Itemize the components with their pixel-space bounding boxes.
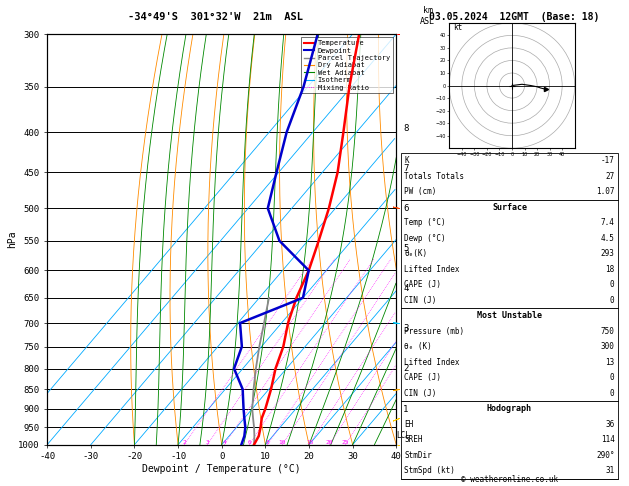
Text: SREH: SREH bbox=[404, 435, 423, 444]
Text: 300: 300 bbox=[601, 343, 615, 351]
Text: 6: 6 bbox=[403, 204, 409, 213]
Text: 114: 114 bbox=[601, 435, 615, 444]
Text: km
ASL: km ASL bbox=[420, 6, 435, 26]
Text: 27: 27 bbox=[605, 172, 615, 181]
Text: Dewp (°C): Dewp (°C) bbox=[404, 234, 446, 243]
Text: CIN (J): CIN (J) bbox=[404, 296, 437, 305]
Text: 3: 3 bbox=[206, 440, 209, 445]
Text: 13: 13 bbox=[605, 358, 615, 367]
Text: CIN (J): CIN (J) bbox=[404, 389, 437, 398]
Text: 750: 750 bbox=[601, 327, 615, 336]
Text: StmSpd (kt): StmSpd (kt) bbox=[404, 467, 455, 475]
Text: 4.5: 4.5 bbox=[601, 234, 615, 243]
Text: 8: 8 bbox=[403, 123, 409, 133]
Text: LCL: LCL bbox=[396, 431, 410, 439]
Legend: Temperature, Dewpoint, Parcel Trajectory, Dry Adiabat, Wet Adiabat, Isotherm, Mi: Temperature, Dewpoint, Parcel Trajectory… bbox=[301, 37, 392, 93]
Text: 15: 15 bbox=[306, 440, 313, 445]
Text: θₑ(K): θₑ(K) bbox=[404, 249, 428, 259]
Text: Totals Totals: Totals Totals bbox=[404, 172, 465, 181]
Text: Pressure (mb): Pressure (mb) bbox=[404, 327, 465, 336]
Text: -17: -17 bbox=[601, 156, 615, 165]
Text: hPa: hPa bbox=[8, 230, 17, 248]
Text: EH: EH bbox=[404, 420, 414, 429]
Text: 0: 0 bbox=[610, 389, 615, 398]
Text: CAPE (J): CAPE (J) bbox=[404, 373, 442, 382]
Text: Lifted Index: Lifted Index bbox=[404, 358, 460, 367]
Text: 7: 7 bbox=[403, 164, 409, 173]
Text: © weatheronline.co.uk: © weatheronline.co.uk bbox=[461, 474, 558, 484]
Text: -34°49'S  301°32'W  21m  ASL: -34°49'S 301°32'W 21m ASL bbox=[128, 12, 303, 22]
Text: 4: 4 bbox=[223, 440, 226, 445]
Text: 5: 5 bbox=[403, 244, 409, 253]
Text: 1.07: 1.07 bbox=[596, 188, 615, 196]
Text: 10: 10 bbox=[279, 440, 286, 445]
Text: K: K bbox=[404, 156, 409, 165]
Text: 4: 4 bbox=[403, 284, 409, 293]
Text: 36: 36 bbox=[605, 420, 615, 429]
Text: 31: 31 bbox=[605, 467, 615, 475]
Text: 8: 8 bbox=[265, 440, 269, 445]
Text: Lifted Index: Lifted Index bbox=[404, 265, 460, 274]
Text: PW (cm): PW (cm) bbox=[404, 188, 437, 196]
Text: 290°: 290° bbox=[596, 451, 615, 460]
Text: 6: 6 bbox=[247, 440, 251, 445]
Text: kt: kt bbox=[453, 23, 462, 33]
Text: Hodograph: Hodograph bbox=[487, 404, 532, 414]
Text: 18: 18 bbox=[605, 265, 615, 274]
Text: 1: 1 bbox=[403, 404, 409, 414]
Text: 0: 0 bbox=[610, 373, 615, 382]
Text: 2: 2 bbox=[403, 364, 409, 373]
Text: Temp (°C): Temp (°C) bbox=[404, 218, 446, 227]
Text: 20: 20 bbox=[326, 440, 333, 445]
Text: θₑ (K): θₑ (K) bbox=[404, 343, 432, 351]
Text: 3: 3 bbox=[403, 324, 409, 333]
Text: 0: 0 bbox=[610, 296, 615, 305]
Text: 25: 25 bbox=[342, 440, 349, 445]
Text: 2: 2 bbox=[182, 440, 186, 445]
Text: StmDir: StmDir bbox=[404, 451, 432, 460]
Text: 03.05.2024  12GMT  (Base: 18): 03.05.2024 12GMT (Base: 18) bbox=[429, 12, 599, 22]
Text: 0: 0 bbox=[610, 280, 615, 289]
Text: Most Unstable: Most Unstable bbox=[477, 312, 542, 320]
Text: 293: 293 bbox=[601, 249, 615, 259]
Text: 7.4: 7.4 bbox=[601, 218, 615, 227]
X-axis label: Dewpoint / Temperature (°C): Dewpoint / Temperature (°C) bbox=[142, 464, 301, 474]
Text: Surface: Surface bbox=[492, 203, 527, 212]
Text: CAPE (J): CAPE (J) bbox=[404, 280, 442, 289]
